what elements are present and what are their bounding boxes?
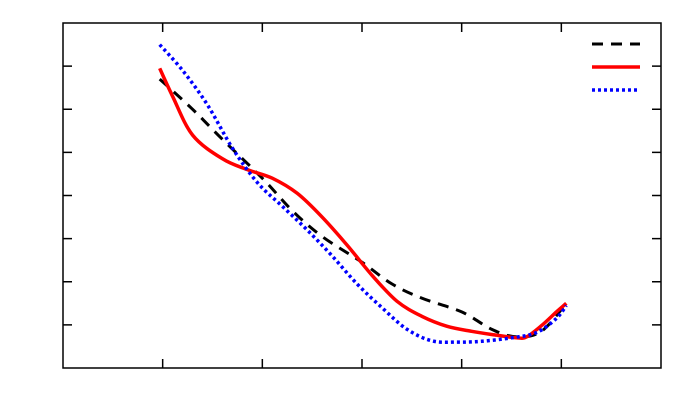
plot-frame (62, 22, 662, 369)
series-layer (158, 43, 568, 345)
series-line-0 (158, 77, 568, 339)
axis-ticks (63, 23, 661, 368)
series-line-1 (158, 67, 568, 340)
series-line-2 (158, 43, 568, 345)
legend (592, 42, 640, 92)
